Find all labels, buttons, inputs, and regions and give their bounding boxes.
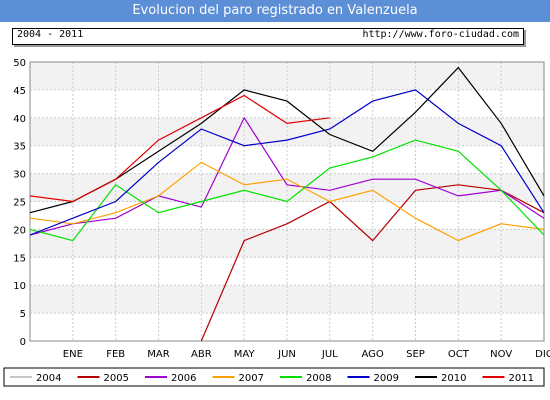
series-line-2006	[29, 116, 545, 236]
x-axis-ticks: ENE FEB MAR ABR MAY JUN JUL AGO SEP OCT NOV DIC	[63, 349, 550, 360]
legend-label-2005: 2005	[104, 373, 129, 384]
legend-label-2008: 2008	[306, 373, 331, 384]
series-line-2011	[29, 94, 330, 203]
period-label: 2004 - 2011	[17, 29, 84, 40]
x-tick-label: NOV	[490, 349, 512, 360]
chart-title: Evolucion del paro registrado en Valenzu…	[0, 0, 550, 22]
info-bar: 2004 - 2011 http://www.foro-ciudad.com	[12, 28, 524, 45]
series-line-2005	[200, 184, 545, 342]
x-tick-label: SEP	[406, 349, 425, 360]
y-tick-label: 35	[13, 142, 26, 153]
legend-label-2004: 2004	[36, 373, 61, 384]
legend: 2004 2005 2006 2007 2008 2009 2010 2011	[3, 367, 545, 387]
x-tick-label: FEB	[106, 349, 125, 360]
y-tick-label: 15	[13, 253, 26, 264]
legend-box	[3, 367, 545, 387]
series-line-2009	[29, 89, 545, 236]
x-tick-label: JUL	[321, 349, 338, 360]
x-tick-label: ABR	[191, 349, 212, 360]
y-tick-label: 0	[20, 337, 26, 348]
plot-frame	[29, 61, 545, 342]
y-tick-label: 5	[20, 309, 26, 320]
series-line-2007	[29, 161, 545, 242]
x-tick-label: JUN	[277, 349, 296, 360]
legend-label-2010: 2010	[441, 373, 466, 384]
y-tick-label: 20	[13, 225, 26, 236]
x-tick-label: MAY	[234, 349, 256, 360]
series-line-2008	[29, 139, 545, 242]
grid-lines	[29, 61, 545, 342]
x-tick-label: ENE	[63, 349, 83, 360]
x-tick-label: MAR	[147, 349, 169, 360]
y-tick-label: 30	[13, 170, 26, 181]
x-tick-label: AGO	[362, 349, 384, 360]
series-lines	[29, 66, 545, 342]
y-tick-label: 50	[13, 58, 26, 69]
y-tick-label: 25	[13, 198, 26, 209]
y-axis-ticks: 0 5 10 15 20 25 30 35 40 45 50	[13, 58, 26, 348]
y-tick-label: 10	[13, 281, 26, 292]
legend-label-2006: 2006	[171, 373, 196, 384]
x-tick-label: OCT	[448, 349, 470, 360]
legend-label-2011: 2011	[509, 373, 534, 384]
legend-label-2007: 2007	[239, 373, 264, 384]
y-tick-label: 40	[13, 114, 26, 125]
legend-label-2009: 2009	[374, 373, 399, 384]
source-url: http://www.foro-ciudad.com	[362, 29, 519, 40]
x-tick-label: DIC	[535, 349, 550, 360]
y-tick-label: 45	[13, 86, 26, 97]
